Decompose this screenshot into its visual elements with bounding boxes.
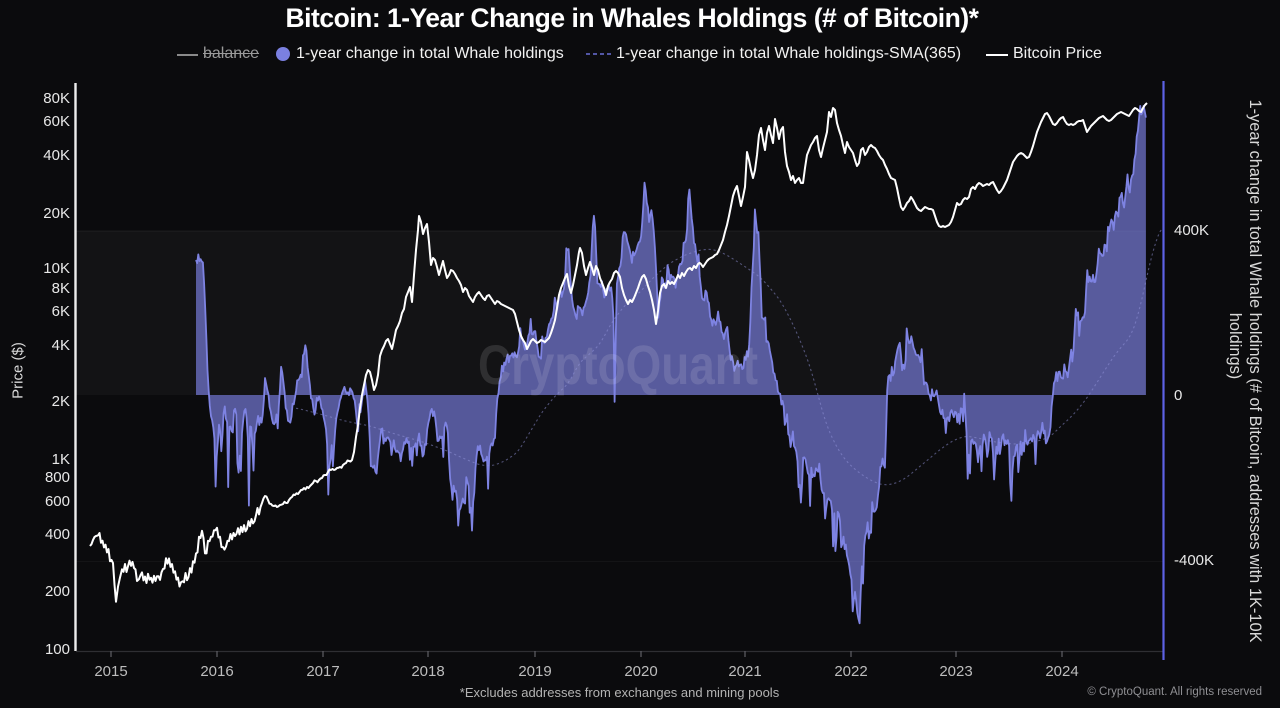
svg-text:CryptoQuant: CryptoQuant xyxy=(478,333,758,396)
